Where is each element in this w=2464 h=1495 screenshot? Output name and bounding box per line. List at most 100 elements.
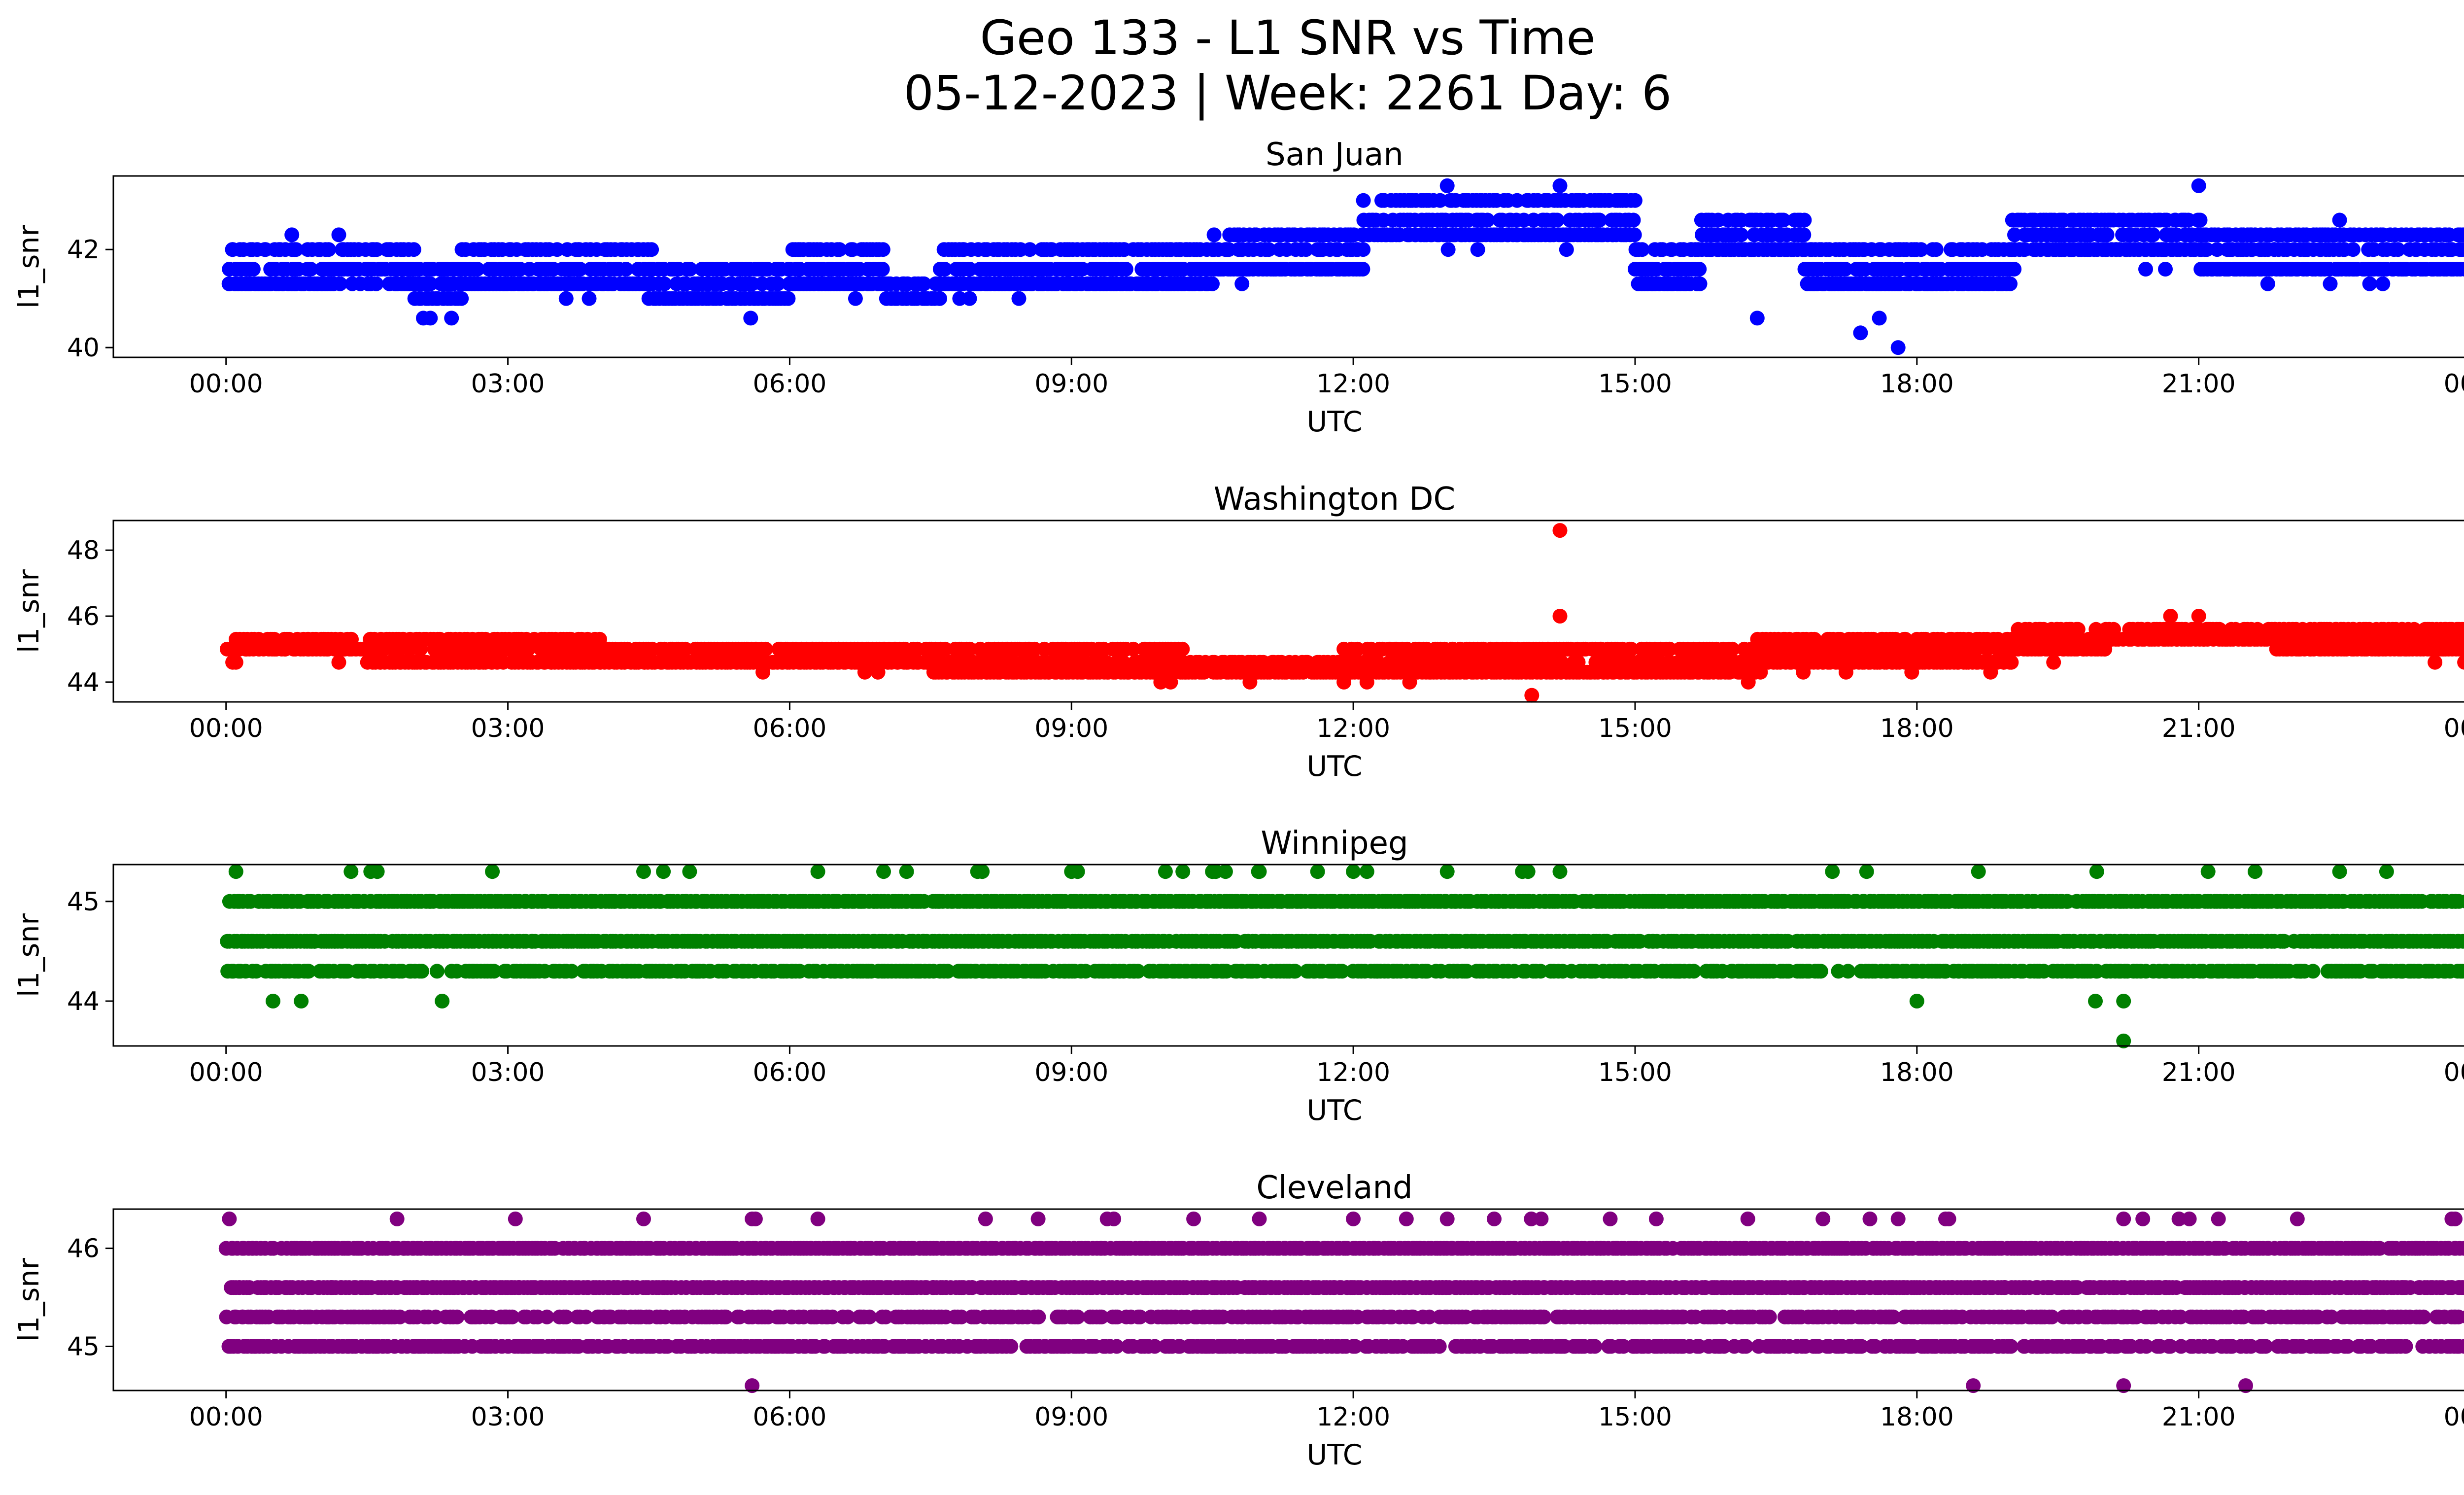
data-point: [932, 291, 947, 306]
data-point: [228, 655, 243, 670]
data-point: [2146, 227, 2160, 243]
data-point: [2099, 227, 2115, 243]
data-points: [221, 178, 2464, 355]
data-point: [1440, 242, 1456, 257]
data-point: [899, 864, 914, 879]
data-point: [1359, 864, 1374, 879]
data-point: [228, 864, 243, 879]
data-point: [848, 291, 863, 306]
data-point: [682, 864, 697, 879]
x-tick-label: 03:00: [471, 714, 545, 743]
data-point: [1175, 864, 1191, 879]
data-point: [2138, 262, 2153, 277]
data-point: [657, 276, 672, 291]
data-point-outlier: [331, 227, 346, 243]
data-point-outlier: [1872, 311, 1887, 326]
data-point: [743, 311, 758, 326]
data-point: [2199, 242, 2214, 257]
data-point: [916, 934, 931, 949]
data-point: [321, 242, 336, 257]
data-point: [2460, 228, 2464, 242]
data-point-outlier: [1853, 325, 1868, 341]
data-point: [781, 291, 796, 306]
x-tick-label: 21:00: [2162, 714, 2236, 743]
x-axis-label: UTC: [1307, 750, 1363, 783]
data-point: [1692, 276, 1708, 291]
data-point-outlier: [1524, 688, 1540, 703]
data-point: [485, 864, 500, 879]
x-tick-label: 21:00: [2162, 369, 2236, 399]
data-point: [454, 291, 469, 306]
data-point: [683, 262, 698, 277]
data-point: [1073, 934, 1089, 949]
data-point: [2158, 262, 2173, 277]
data-point: [470, 262, 485, 277]
data-point: [685, 934, 701, 949]
data-point: [406, 242, 421, 257]
data-point-outlier: [1552, 178, 1568, 193]
data-point: [875, 242, 890, 257]
data-point: [333, 276, 347, 291]
y-axis-label: l1_snr: [13, 225, 45, 309]
data-point: [1592, 212, 1607, 228]
data-point: [1559, 242, 1574, 257]
data-point: [1734, 227, 1748, 243]
x-axis-label: UTC: [1307, 406, 1363, 438]
data-point: [1838, 262, 1853, 277]
x-tick-label: 09:00: [1034, 714, 1108, 743]
data-point: [2192, 212, 2208, 228]
data-point: [2004, 655, 2019, 670]
x-tick-label: 15:00: [1598, 714, 1672, 743]
data-point: [2046, 655, 2061, 670]
x-tick-label: 00:00: [2444, 714, 2464, 743]
x-tick-label: 00:00: [189, 714, 263, 743]
data-point: [1433, 193, 1448, 208]
data-point: [423, 276, 438, 291]
data-point: [2210, 242, 2224, 257]
data-point: [656, 864, 671, 879]
x-tick-label: 15:00: [1598, 369, 1672, 399]
figure-title-line2: 05-12-2023 | Week: 2261 Day: 6: [904, 66, 1672, 121]
data-point: [770, 276, 786, 291]
data-point: [2260, 276, 2275, 291]
data-point: [582, 291, 597, 306]
y-tick-label: 48: [67, 536, 100, 565]
x-tick-label: 06:00: [753, 714, 827, 743]
data-point: [429, 964, 445, 979]
data-point: [235, 934, 250, 949]
data-point: [1355, 262, 1370, 277]
x-tick-label: 12:00: [1316, 714, 1390, 743]
y-tick-label: 42: [67, 235, 100, 265]
data-point: [2463, 245, 2464, 254]
data-point: [1813, 964, 1828, 979]
data-point: [1022, 242, 1037, 257]
data-point-outlier: [2332, 212, 2347, 228]
data-point: [1599, 934, 1614, 949]
x-tick-label: 18:00: [1880, 369, 1954, 399]
panel-title: Washington DC: [1214, 481, 1455, 518]
data-point: [2007, 262, 2022, 277]
data-point: [1011, 291, 1027, 306]
y-tick-label: 46: [67, 602, 100, 631]
data-point: [1206, 227, 1222, 243]
data-point: [1402, 934, 1417, 949]
data-point: [367, 934, 381, 949]
data-point: [937, 262, 953, 277]
data-point: [1627, 227, 1642, 243]
data-point: [2362, 276, 2377, 291]
data-point: [330, 934, 345, 949]
data-point: [370, 864, 385, 879]
data-point: [1175, 641, 1190, 657]
data-point: [1914, 242, 1929, 257]
x-tick-label: 18:00: [1880, 714, 1954, 743]
data-point: [577, 934, 592, 949]
data-point: [369, 242, 384, 257]
data-point: [1310, 864, 1325, 879]
data-point-outlier: [416, 311, 431, 326]
x-tick-label: 00:00: [189, 369, 263, 399]
data-point: [1168, 934, 1184, 949]
data-point: [618, 262, 634, 277]
data-point: [369, 276, 384, 291]
